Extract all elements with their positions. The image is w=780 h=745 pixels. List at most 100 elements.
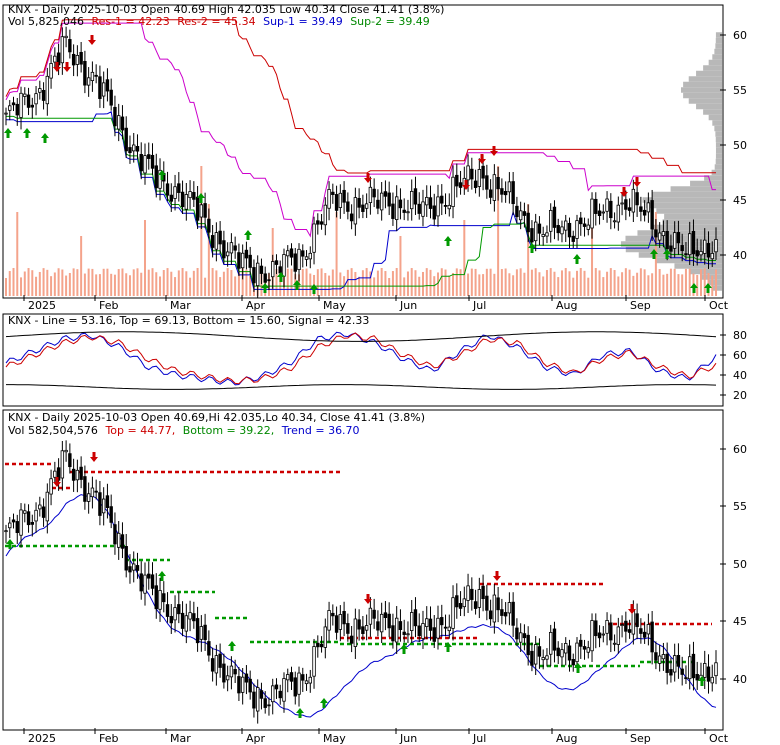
volume-bar xyxy=(388,277,391,296)
volume-bar xyxy=(557,277,560,296)
trend-candle-body xyxy=(116,532,121,548)
buy-arrow-icon xyxy=(320,698,328,708)
price-candle-body xyxy=(432,205,436,220)
price-candle-body xyxy=(654,229,658,238)
trend-candle-body xyxy=(695,674,699,681)
trend-candle-body xyxy=(406,633,410,636)
sell-arrow-icon xyxy=(364,173,372,183)
volume-bar xyxy=(324,273,327,296)
sell-arrow-icon xyxy=(462,180,470,190)
trend-candle-body xyxy=(537,646,542,657)
price-candle-body xyxy=(263,273,267,283)
trend-candle-body xyxy=(567,645,572,661)
volume-bar xyxy=(275,269,278,296)
trend-candle-body xyxy=(368,607,373,625)
volume-bar xyxy=(121,268,124,296)
trend-candle-body xyxy=(240,676,245,693)
volume-profile-bar xyxy=(683,92,722,99)
trend-candle-body xyxy=(346,623,350,634)
volume-bar xyxy=(699,269,702,296)
price-panel-frame xyxy=(2,4,724,299)
trend-candle-body xyxy=(192,613,196,622)
price-candle-body xyxy=(293,253,297,272)
volume-bar xyxy=(448,275,451,296)
stochastic-signal-line xyxy=(5,332,717,385)
stochastic-panel: 80 60 40 20 KNX - Line = 53.16, Top = 69.13… xyxy=(2,313,747,407)
price-candle-body xyxy=(255,262,260,287)
trend-candle-body xyxy=(233,669,237,675)
volume-bar xyxy=(587,277,590,296)
signal-arrows xyxy=(4,35,712,294)
trend-candle-body xyxy=(188,612,192,620)
trend-x-axis: 2025 Feb Mar Apr May Jun Jul Aug Sep Oct xyxy=(23,728,729,745)
trend-candle-body xyxy=(522,633,527,639)
buy-arrow-icon xyxy=(41,133,49,143)
trend-candle-body xyxy=(417,625,421,636)
price-x-label: Jun xyxy=(399,299,417,312)
price-candle-body xyxy=(289,248,294,258)
trend-candle-body xyxy=(90,487,95,498)
sell-arrow-icon xyxy=(53,62,61,72)
trend-candle-body xyxy=(410,612,414,631)
volume-bar xyxy=(249,275,252,296)
volume-bar xyxy=(380,268,383,296)
sell-arrow-icon xyxy=(90,452,98,462)
price-candle-body xyxy=(545,232,549,237)
volume-profile-bar xyxy=(712,54,722,60)
price-candle-body xyxy=(582,223,587,227)
price-candle-body xyxy=(188,191,192,199)
price-candle-body xyxy=(180,191,185,208)
trend-candle-body xyxy=(680,668,684,675)
volume-bar xyxy=(658,269,661,296)
buy-arrow-icon xyxy=(261,283,269,293)
volume-bar xyxy=(399,236,402,296)
trend-candle-body xyxy=(255,687,260,712)
trend-candle-body xyxy=(267,704,271,707)
price-candle-body xyxy=(699,251,703,256)
price-candle-body xyxy=(530,228,534,243)
price-candle-body xyxy=(669,245,673,252)
res2-readout: Res-2 = 45.34 xyxy=(177,15,255,28)
volume-bar xyxy=(237,272,240,296)
volume-bar xyxy=(143,220,146,296)
price-candle-body xyxy=(327,189,331,209)
volume-bar xyxy=(245,269,248,296)
trend-candle-body xyxy=(552,628,557,651)
volume-profile-bar xyxy=(715,43,722,49)
trend-candle-body xyxy=(86,493,91,502)
price-candle-body xyxy=(556,225,560,234)
buy-arrow-icon xyxy=(6,539,14,549)
volume-bar xyxy=(534,268,537,296)
price-candle-body xyxy=(271,261,275,278)
volume-bar xyxy=(568,271,571,296)
trend-candle-body xyxy=(477,589,482,608)
trend-readout: Trend = 36.70 xyxy=(281,424,360,437)
trend-candle-body xyxy=(511,601,515,626)
trend-candle-body xyxy=(473,601,478,609)
trend-candle-body xyxy=(64,449,68,453)
volume-bar xyxy=(23,271,26,296)
price-x-label: Feb xyxy=(99,299,118,312)
price-candle-body xyxy=(458,182,463,188)
volume-profile-bar xyxy=(674,263,722,269)
volume-bar xyxy=(474,268,477,296)
volume-bar xyxy=(128,275,131,296)
volume-bar xyxy=(406,271,409,296)
volume-bar xyxy=(110,273,113,296)
trend-candle-body xyxy=(68,453,72,468)
volume-bar xyxy=(215,270,218,296)
trend-candle-body xyxy=(83,476,87,502)
trend-candle-body xyxy=(579,639,583,647)
price-candle-body xyxy=(413,188,418,205)
volume-bar xyxy=(617,276,620,296)
trend-candle-body xyxy=(26,511,31,526)
sell-arrow-icon xyxy=(88,35,96,45)
trend-candle-body xyxy=(11,519,16,523)
trend-candle-body xyxy=(440,617,444,626)
trend-candle-body xyxy=(428,618,433,631)
price-candle-body xyxy=(684,253,688,256)
trend-candle-body xyxy=(297,672,301,695)
price-candle-body xyxy=(316,220,320,225)
price-candle-body xyxy=(488,189,493,198)
trend-candle-body xyxy=(571,658,575,666)
